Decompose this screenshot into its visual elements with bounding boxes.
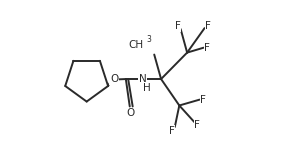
Text: F: F bbox=[175, 21, 181, 31]
Text: N: N bbox=[139, 74, 146, 84]
Text: 3: 3 bbox=[147, 35, 152, 44]
Text: F: F bbox=[200, 95, 206, 105]
Text: F: F bbox=[205, 21, 211, 31]
Text: F: F bbox=[169, 126, 175, 136]
Text: F: F bbox=[194, 120, 200, 130]
Text: H: H bbox=[143, 83, 151, 93]
Text: O: O bbox=[127, 108, 135, 118]
Text: CH: CH bbox=[128, 40, 143, 50]
Text: O: O bbox=[110, 74, 118, 84]
Text: F: F bbox=[204, 43, 210, 53]
